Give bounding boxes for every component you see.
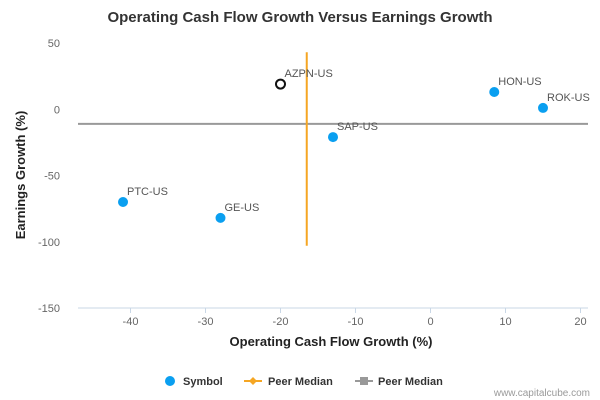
x-tick-label: 0 — [427, 316, 433, 328]
data-point — [328, 132, 338, 143]
legend-diamond-icon — [249, 377, 257, 385]
x-tick-label: -10 — [348, 316, 364, 328]
legend-symbol-icon — [165, 376, 175, 386]
legend-label: Peer Median — [268, 376, 333, 388]
y-tick-label: -50 — [44, 171, 60, 183]
y-tick-label: 0 — [54, 104, 60, 116]
y-tick-label: -100 — [38, 237, 60, 249]
plot-area: AZPN-US HON-US ROK-US SAP-US PTC-US GE-US — [78, 52, 590, 309]
x-tick-label: 20 — [574, 316, 586, 328]
legend-square-icon — [360, 377, 368, 385]
data-point-label: HON-US — [498, 76, 541, 88]
legend-label: Symbol — [183, 376, 223, 388]
data-point — [215, 212, 226, 223]
x-tick-label: -40 — [123, 316, 139, 328]
legend-label: Peer Median — [378, 376, 443, 388]
x-axis-ticks: -40 -30 -20 -10 0 10 20 — [123, 308, 587, 328]
data-point-label: PTC-US — [127, 186, 168, 198]
x-tick-label: -30 — [198, 316, 214, 328]
watermark: www.capitalcube.com — [493, 388, 590, 399]
y-axis-title: Earnings Growth (%) — [13, 111, 28, 240]
y-axis-ticks: 50 0 -50 -100 -150 — [38, 38, 60, 315]
legend: Symbol Peer Median Peer Median — [165, 376, 443, 388]
y-tick-label: 50 — [48, 38, 60, 50]
data-point — [118, 197, 128, 207]
data-point-label: GE-US — [225, 202, 260, 214]
data-point — [489, 87, 500, 98]
x-tick-label: -20 — [273, 316, 289, 328]
chart-title: Operating Cash Flow Growth Versus Earnin… — [107, 9, 492, 26]
data-point — [538, 102, 548, 113]
x-axis-title: Operating Cash Flow Growth (%) — [230, 334, 433, 349]
data-point-label: AZPN-US — [285, 68, 333, 80]
x-tick-label: 10 — [499, 316, 511, 328]
data-point-label: SAP-US — [337, 121, 378, 133]
data-point-label: ROK-US — [547, 92, 590, 104]
y-tick-label: -150 — [38, 303, 60, 315]
data-point-highlight — [275, 78, 286, 90]
